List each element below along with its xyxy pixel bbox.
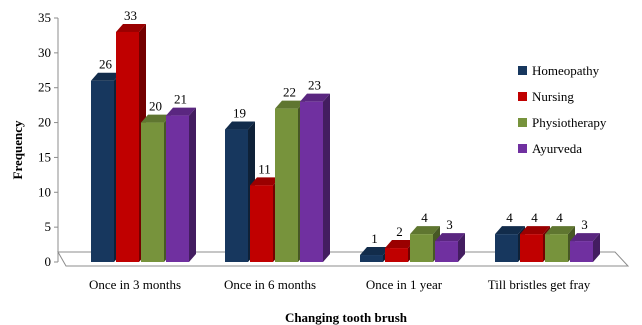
data-labels: 26 33 20 21 19 11 22 23 1 2 4 3 4 4 4 3 — [99, 8, 588, 246]
bar-front — [91, 80, 114, 262]
data-label: 2 — [396, 224, 403, 239]
data-label: 33 — [124, 8, 137, 23]
legend-swatch — [518, 66, 527, 75]
bar-top — [570, 233, 600, 242]
bar-top — [225, 121, 255, 130]
bar-side — [189, 107, 196, 262]
y-tick-label: 5 — [45, 219, 52, 234]
legend-label: Homeopathy — [532, 63, 600, 78]
data-label: 3 — [446, 217, 453, 232]
y-tick-label: 0 — [45, 254, 52, 269]
x-tick-label: Once in 6 months — [224, 277, 316, 292]
y-axis: 0 5 10 15 20 25 30 35 — [38, 10, 59, 269]
data-label: 11 — [258, 161, 271, 176]
bar-front — [570, 241, 593, 262]
bar-front — [116, 31, 139, 263]
bar-front — [495, 234, 518, 262]
legend-label: Physiotherapy — [532, 115, 607, 130]
bar-front — [410, 234, 433, 262]
bar-top — [91, 72, 121, 81]
x-tick-label: Once in 1 year — [366, 277, 443, 292]
bar-front — [141, 122, 164, 262]
y-axis-title: Frequency — [10, 120, 25, 179]
bar-front — [360, 255, 383, 262]
legend-swatch — [518, 118, 527, 127]
data-label: 4 — [556, 210, 563, 225]
chart-floor — [57, 251, 630, 267]
bar-top — [385, 240, 415, 249]
data-label: 20 — [149, 99, 162, 114]
bar-front — [300, 101, 323, 263]
bar-top — [116, 23, 146, 32]
bars — [91, 23, 600, 263]
floor-plane — [57, 251, 630, 267]
bar-front — [225, 129, 248, 262]
legend-item-ayurveda: Ayurveda — [518, 141, 582, 156]
x-tick-label: Once in 3 months — [89, 277, 181, 292]
legend-label: Ayurveda — [532, 141, 582, 156]
y-tick-label: 20 — [38, 115, 51, 130]
legend-swatch — [518, 144, 527, 153]
bar-side — [593, 233, 600, 262]
x-tick-label: Till bristles get fray — [488, 277, 591, 292]
legend-item-nursing: Nursing — [518, 89, 574, 104]
data-label: 26 — [99, 57, 113, 72]
y-tick-label: 15 — [38, 149, 51, 164]
bar-front — [385, 248, 408, 262]
x-axis-title: Changing tooth brush — [285, 310, 408, 325]
bar-front — [166, 115, 189, 262]
bar-front — [545, 234, 568, 262]
data-label: 23 — [308, 78, 321, 93]
y-tick-label: 25 — [38, 80, 51, 95]
bar-top — [166, 107, 196, 116]
legend-item-physiotherapy: Physiotherapy — [518, 115, 607, 130]
bar-top — [520, 226, 550, 235]
data-label: 4 — [506, 210, 513, 225]
bar-front — [520, 234, 543, 262]
bar-top — [495, 226, 525, 235]
bar-top — [250, 177, 280, 186]
x-axis: Once in 3 months Once in 6 months Once in … — [89, 277, 591, 292]
bar-side — [323, 93, 330, 263]
bar-ayurveda-4 — [570, 233, 600, 262]
bar-front — [435, 241, 458, 262]
bar-ayurveda-2 — [300, 93, 330, 263]
legend: Homeopathy Nursing Physiotherapy Ayurveda — [518, 63, 607, 156]
data-label: 22 — [283, 85, 296, 100]
bar-top — [410, 226, 440, 235]
bar-ayurveda-1 — [166, 107, 196, 262]
bar-front — [275, 108, 298, 262]
bar-top — [360, 247, 390, 256]
bar-nursing-4 — [520, 226, 550, 262]
bar-top — [141, 114, 171, 123]
data-label: 21 — [174, 92, 187, 107]
legend-label: Nursing — [532, 89, 574, 104]
bar-top — [435, 233, 465, 242]
data-label: 3 — [581, 217, 588, 232]
bar-ayurveda-3 — [435, 233, 465, 262]
bar-top — [300, 93, 330, 102]
bar-homeopathy-4 — [495, 226, 525, 262]
bar-front — [250, 185, 273, 262]
legend-item-homeopathy: Homeopathy — [518, 63, 600, 78]
bar-top — [275, 100, 305, 109]
data-label: 4 — [531, 210, 538, 225]
y-tick-label: 35 — [38, 10, 51, 25]
data-label: 4 — [421, 210, 428, 225]
y-tick-label: 10 — [38, 184, 51, 199]
y-tick-label: 30 — [38, 45, 51, 60]
bar-top — [545, 226, 575, 235]
bar-side — [458, 233, 465, 262]
data-label: 1 — [371, 231, 378, 246]
data-label: 19 — [233, 106, 246, 121]
legend-swatch — [518, 92, 527, 101]
